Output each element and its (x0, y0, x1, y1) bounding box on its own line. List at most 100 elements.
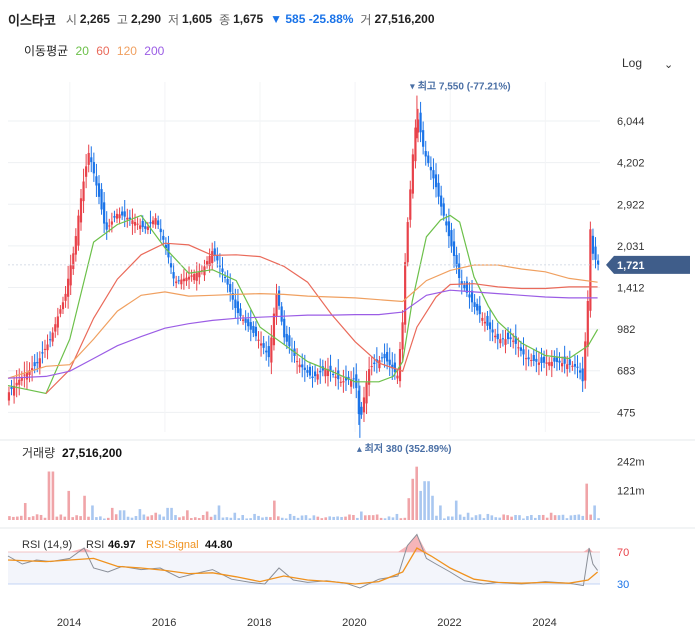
volume-bar (87, 516, 90, 520)
volume-bar (399, 518, 403, 520)
candle-body (419, 112, 422, 133)
candle-body (566, 364, 569, 370)
chevron-down-icon[interactable]: ⌄ (664, 59, 674, 71)
candle-body (329, 365, 332, 372)
candle-body (350, 379, 353, 387)
ma20-legend: 20 (75, 44, 89, 58)
rsi-signal-label: RSI-Signal (146, 539, 199, 551)
candle-body (241, 319, 245, 321)
volume-bar (154, 512, 158, 520)
candle-body (167, 243, 170, 258)
candle-body (64, 293, 67, 301)
log-scale-button[interactable]: Log (622, 56, 643, 70)
volume-bar (150, 515, 154, 520)
price-tick-label: 4,202 (617, 158, 645, 170)
candle-body (288, 335, 291, 347)
candle-body (393, 362, 396, 372)
volume-bar (261, 517, 264, 520)
candle-body (69, 265, 72, 286)
volume-bar (482, 518, 486, 520)
candle-body (216, 255, 219, 261)
candle-body (18, 379, 21, 385)
candle-body (316, 374, 319, 380)
volume-bar (193, 517, 197, 520)
candle-body (429, 166, 432, 171)
candle-body (527, 357, 530, 360)
candle-body (146, 226, 149, 230)
candle-body (285, 333, 288, 342)
candle-body (249, 322, 252, 330)
volume-tick-label: 242m (617, 456, 645, 468)
volume-bar (534, 517, 537, 520)
volume-bar (336, 516, 339, 520)
candle-body (452, 241, 456, 257)
volume-bar (490, 515, 494, 520)
volume-bar (269, 517, 272, 520)
candle-body (355, 374, 358, 389)
candle-body (25, 372, 29, 380)
volume-bar (478, 514, 482, 520)
candle-body (581, 368, 584, 382)
candle-body (244, 318, 247, 323)
candle-body (409, 189, 412, 220)
volume-bar (344, 516, 347, 520)
quote-header: 이스타코 시 2,265 고 2,290 저 1,605 종 1,675 ▼ 585 -… (8, 8, 442, 30)
candle-body (496, 333, 499, 340)
candle-body (342, 381, 345, 383)
volume-bar (486, 513, 490, 520)
candle-body (295, 361, 299, 363)
candle-body (473, 302, 476, 308)
volume-bar (585, 483, 589, 520)
candle-body (440, 195, 443, 207)
candle-body (586, 300, 589, 347)
candle-body (465, 281, 468, 293)
volume-bar (162, 516, 165, 520)
volume-bar (545, 517, 549, 520)
candle-body (324, 368, 327, 377)
candle-body (10, 386, 13, 390)
volume-bar (114, 514, 118, 520)
candle-body (488, 322, 492, 330)
volume-bar (565, 518, 569, 520)
volume-bar (39, 514, 43, 520)
candle-body (213, 248, 216, 256)
candle-body (434, 174, 438, 188)
candle-body (424, 151, 427, 157)
candle-body (553, 357, 556, 362)
candle-body (468, 294, 471, 298)
volume-bar (431, 495, 434, 520)
volume-bar (59, 514, 63, 520)
candle-body (169, 263, 173, 268)
moving-average-legend: 이동평균 20 60 120 200 (24, 42, 168, 59)
candle-body (190, 275, 193, 277)
volume-bar (498, 517, 502, 520)
volume-bar (411, 478, 415, 520)
candle-body (231, 293, 234, 300)
volume-bar (360, 511, 363, 520)
candle-body (164, 244, 167, 249)
volume-bar (522, 518, 525, 520)
volume-bar (363, 515, 367, 520)
volume-bar (549, 512, 553, 520)
candle-body (576, 366, 579, 368)
candle-body (373, 362, 376, 365)
candle-body (560, 363, 564, 367)
volume-bar (530, 514, 533, 520)
volume-bar (265, 516, 268, 520)
candle-body (87, 152, 90, 165)
candle-body (121, 211, 124, 216)
candle-body (378, 360, 381, 369)
volume-bar (518, 515, 521, 520)
candle-body (54, 324, 57, 332)
candle-body (530, 360, 533, 362)
candle-body (49, 339, 52, 341)
candle-body (100, 189, 103, 210)
close-label: 종 (219, 12, 231, 27)
candle-body (370, 366, 373, 368)
candle-body (159, 228, 162, 233)
candle-body (211, 251, 214, 263)
price-tick-label: 982 (617, 324, 635, 336)
candle-body (97, 183, 101, 197)
volume-bar (99, 516, 102, 520)
volume-bar (186, 510, 189, 520)
